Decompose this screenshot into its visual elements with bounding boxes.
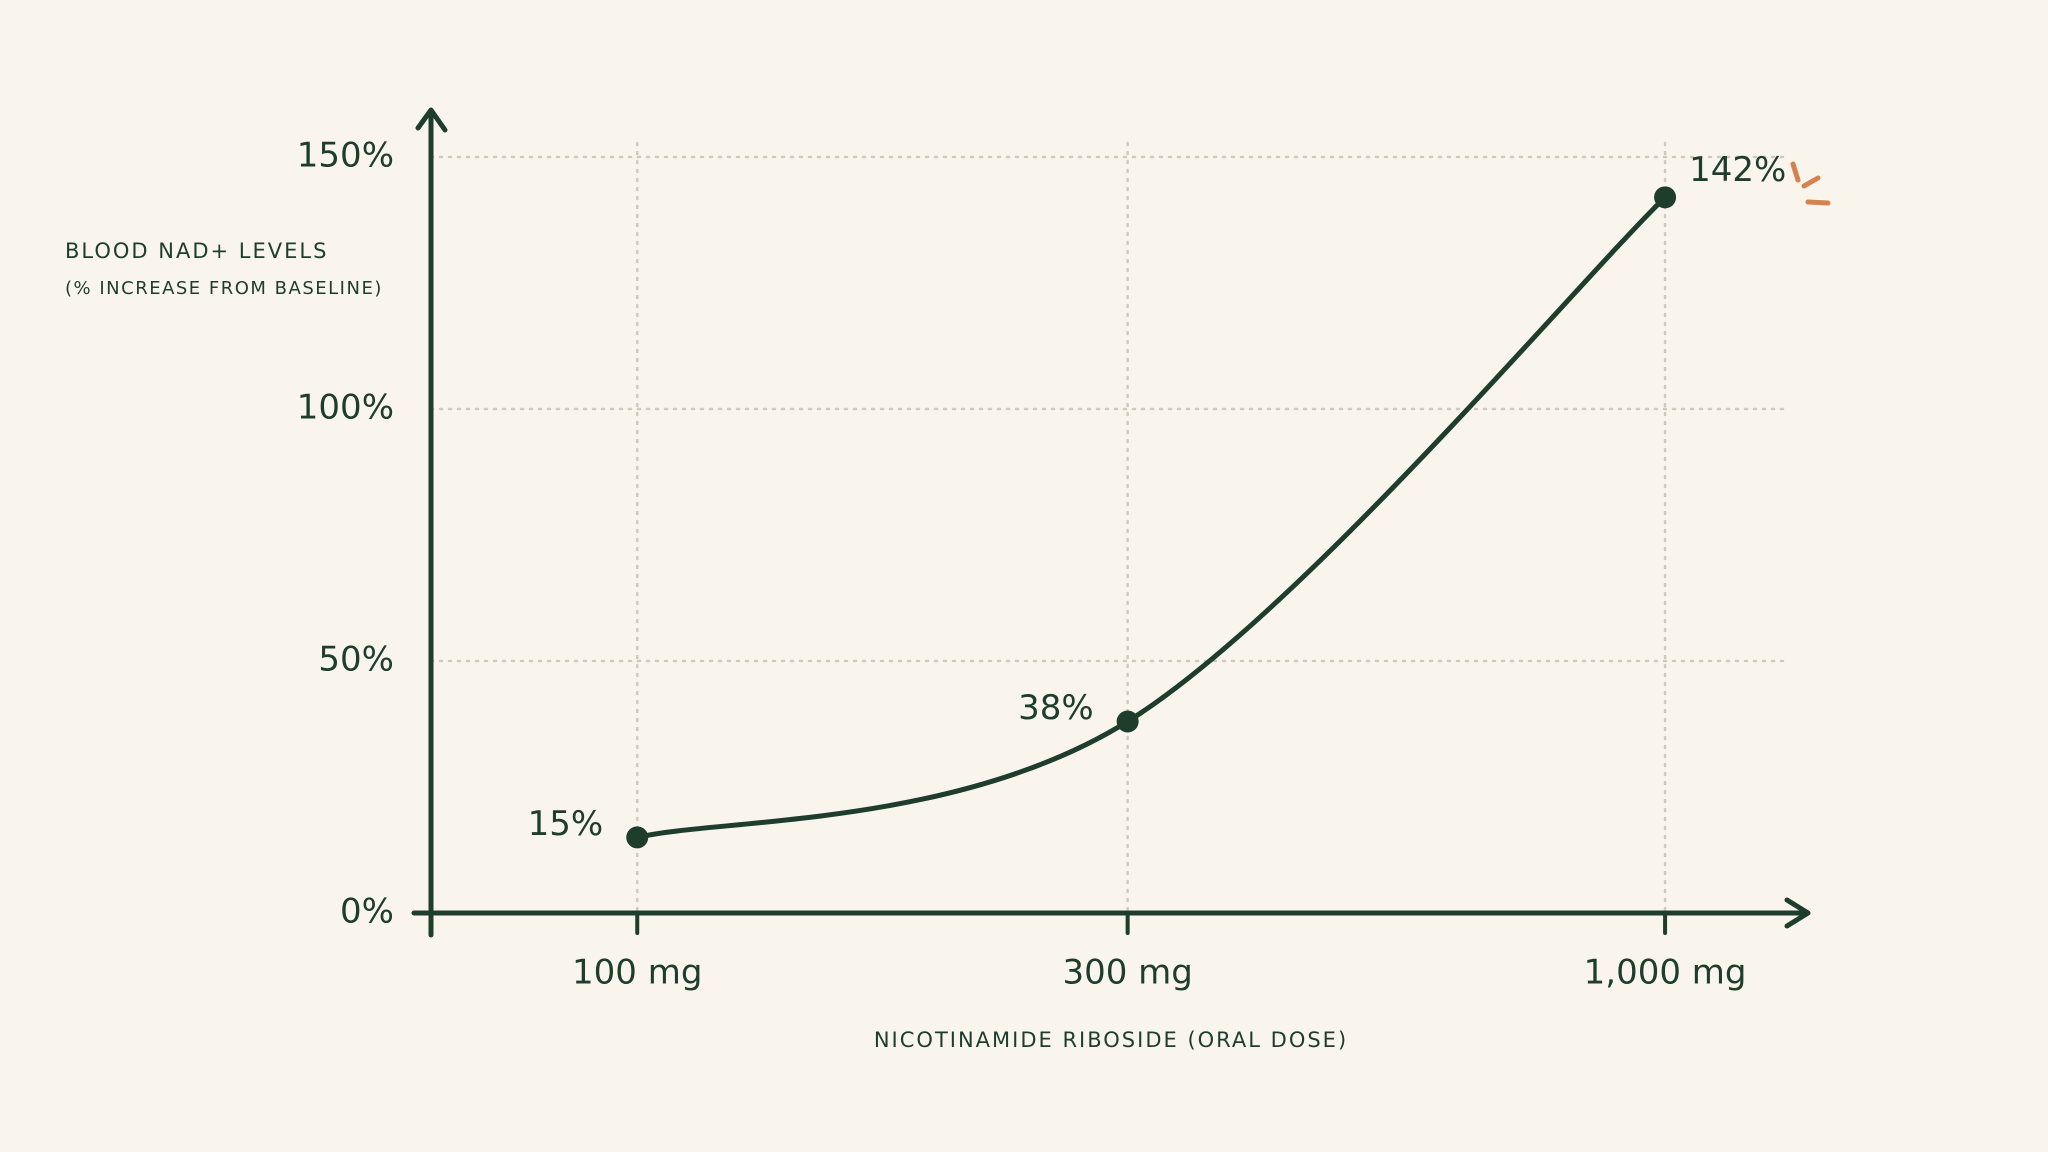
value-label: 142%	[1689, 150, 1786, 190]
y-axis-arrow	[415, 107, 448, 133]
x-tick-label: 300 mg	[1062, 953, 1192, 993]
point	[626, 826, 649, 849]
x-axis-title: NICOTINAMIDE RIBOSIDE (ORAL DOSE)	[874, 1028, 1348, 1052]
accent	[1790, 161, 1831, 206]
point	[1116, 710, 1139, 733]
line	[634, 194, 1668, 840]
y-tick-label: 150%	[297, 136, 394, 176]
x-tick-label: 100 mg	[572, 953, 702, 993]
axes	[411, 107, 1811, 938]
value-label: 38%	[1018, 688, 1094, 728]
y-axis-title: BLOOD NAD+ LEVELS	[65, 239, 328, 263]
grid	[429, 141, 1791, 915]
point	[1654, 186, 1677, 209]
x-tick-label: 1,000 mg	[1584, 953, 1747, 993]
x-axis-arrow	[1784, 897, 1811, 929]
y-axis-subtitle: (% INCREASE FROM BASELINE)	[65, 278, 383, 299]
y-tick-label: 100%	[297, 388, 394, 428]
y-tick-label: 0%	[340, 892, 394, 932]
y-tick-label: 50%	[318, 640, 394, 680]
value-label: 15%	[528, 804, 604, 844]
